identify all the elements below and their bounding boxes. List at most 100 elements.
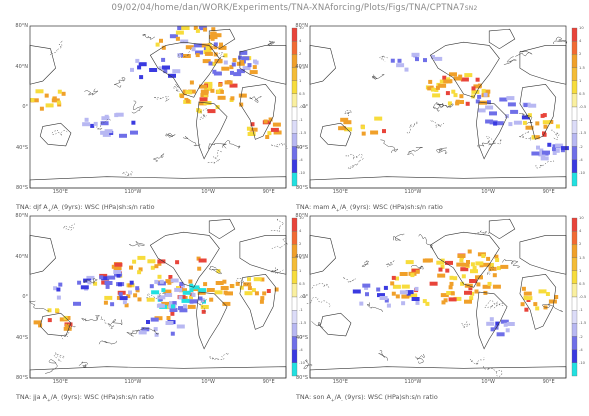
anomaly-cell: [217, 95, 226, 100]
anomaly-cell: [84, 117, 89, 122]
contour-line: [108, 319, 123, 327]
lat-label: 0°: [302, 294, 308, 300]
anomaly-cell: [449, 275, 454, 280]
coastline: [149, 231, 220, 288]
lon-label: 150°E: [332, 379, 348, 385]
anomaly-cell: [208, 61, 213, 66]
anomaly-cell: [195, 50, 203, 55]
anomaly-cell: [165, 321, 174, 325]
anomaly-cell: [124, 303, 129, 308]
anomaly-cell: [552, 147, 556, 152]
anomaly-cell: [552, 151, 557, 155]
anomaly-cell: [451, 89, 456, 94]
anomaly-cell: [474, 289, 479, 294]
colorbar-tick: 2: [579, 242, 582, 247]
anomaly-cell: [524, 296, 533, 301]
contour-line: [553, 36, 568, 45]
contour-line: [51, 130, 68, 137]
colorbar-swatch: [571, 296, 578, 311]
anomaly-cell: [211, 27, 216, 32]
anomaly-cell: [118, 292, 123, 297]
colorbar-tick: 1: [579, 268, 582, 273]
anomaly-cell: [147, 259, 156, 264]
anomaly-cell: [185, 45, 194, 50]
anomaly-cell: [429, 281, 438, 286]
anomaly-cell: [241, 56, 250, 61]
anomaly-cell: [239, 50, 248, 55]
contour-line: [146, 292, 167, 299]
anomaly-cell: [523, 291, 532, 296]
anomaly-cell: [129, 280, 134, 285]
anomaly-cell: [481, 254, 486, 258]
caption-part: -: [57, 398, 59, 404]
lat-label: 40°N: [15, 253, 28, 260]
anomaly-cell: [118, 282, 122, 287]
anomaly-cell: [242, 66, 251, 71]
anomaly-cell: [83, 278, 92, 283]
anomaly-cell: [461, 262, 470, 267]
anomaly-cell: [211, 61, 216, 66]
lon-label: 90°E: [262, 379, 275, 385]
coastline: [149, 41, 220, 98]
colorbar-swatch: [571, 257, 578, 271]
anomaly-cell: [137, 255, 146, 260]
anomaly-cell: [168, 275, 173, 279]
anomaly-cell: [486, 321, 495, 326]
anomaly-cell: [343, 120, 352, 125]
anomaly-cell: [548, 299, 557, 304]
anomaly-cell: [533, 302, 538, 307]
anomaly-cell: [379, 296, 388, 300]
contour-line: [29, 300, 50, 312]
anomaly-cell: [223, 60, 228, 65]
contour-line: [271, 237, 289, 249]
anomaly-cell: [122, 300, 127, 305]
caption-part: (9yrs): WSC (HPa)sh:s/n ratio: [347, 203, 443, 211]
anomaly-cell: [391, 291, 396, 296]
lon-label: 10°W: [481, 379, 495, 385]
colorbar-swatch: [571, 362, 578, 377]
anomaly-cell: [141, 327, 150, 332]
contour-line: [197, 299, 208, 313]
anomaly-cell: [103, 300, 108, 305]
anomaly-cell: [488, 266, 497, 271]
contour-line: [393, 233, 405, 241]
lat-label: 40°S: [295, 334, 308, 341]
anomaly-cell: [188, 90, 193, 95]
anomaly-cell: [93, 281, 98, 286]
anomaly-cell: [149, 284, 154, 289]
anomaly-cell: [195, 28, 200, 33]
anomaly-cell: [151, 290, 160, 295]
anomaly-cell: [399, 290, 408, 295]
colorbar-swatch: [571, 270, 578, 285]
colorbar-tick: -0.5: [299, 295, 307, 299]
anomaly-cell: [66, 316, 71, 320]
anomaly-cell: [485, 105, 494, 110]
contour-line: [490, 301, 504, 309]
contour-line: [380, 139, 399, 153]
anomaly-cell: [446, 291, 455, 295]
anomaly-cell: [538, 289, 547, 294]
contour-line: [84, 88, 99, 96]
contour-line: [94, 315, 114, 330]
anomaly-cell: [90, 123, 95, 128]
colorbar-tick: 0.5: [579, 91, 585, 96]
anomaly-cell: [499, 97, 508, 102]
colorbar-tick: -1: [579, 118, 583, 123]
anomaly-cell: [47, 308, 52, 313]
anomaly-cell: [441, 300, 446, 305]
contour-line: [361, 260, 369, 267]
anomaly-cell: [135, 288, 140, 293]
anomaly-cell: [543, 124, 548, 129]
anomaly-cell: [116, 295, 121, 300]
contour-line: [216, 52, 226, 61]
anomaly-cell: [224, 80, 233, 85]
contour-line: [311, 321, 324, 328]
anomaly-cell: [130, 67, 134, 72]
contour-line: [345, 154, 363, 160]
anomaly-cell: [247, 132, 256, 136]
colorbar-tick: -4: [579, 157, 583, 162]
map-plot: [29, 215, 298, 379]
anomaly-cell: [198, 288, 207, 293]
anomaly-cell: [423, 58, 427, 63]
coastline: [29, 45, 56, 85]
